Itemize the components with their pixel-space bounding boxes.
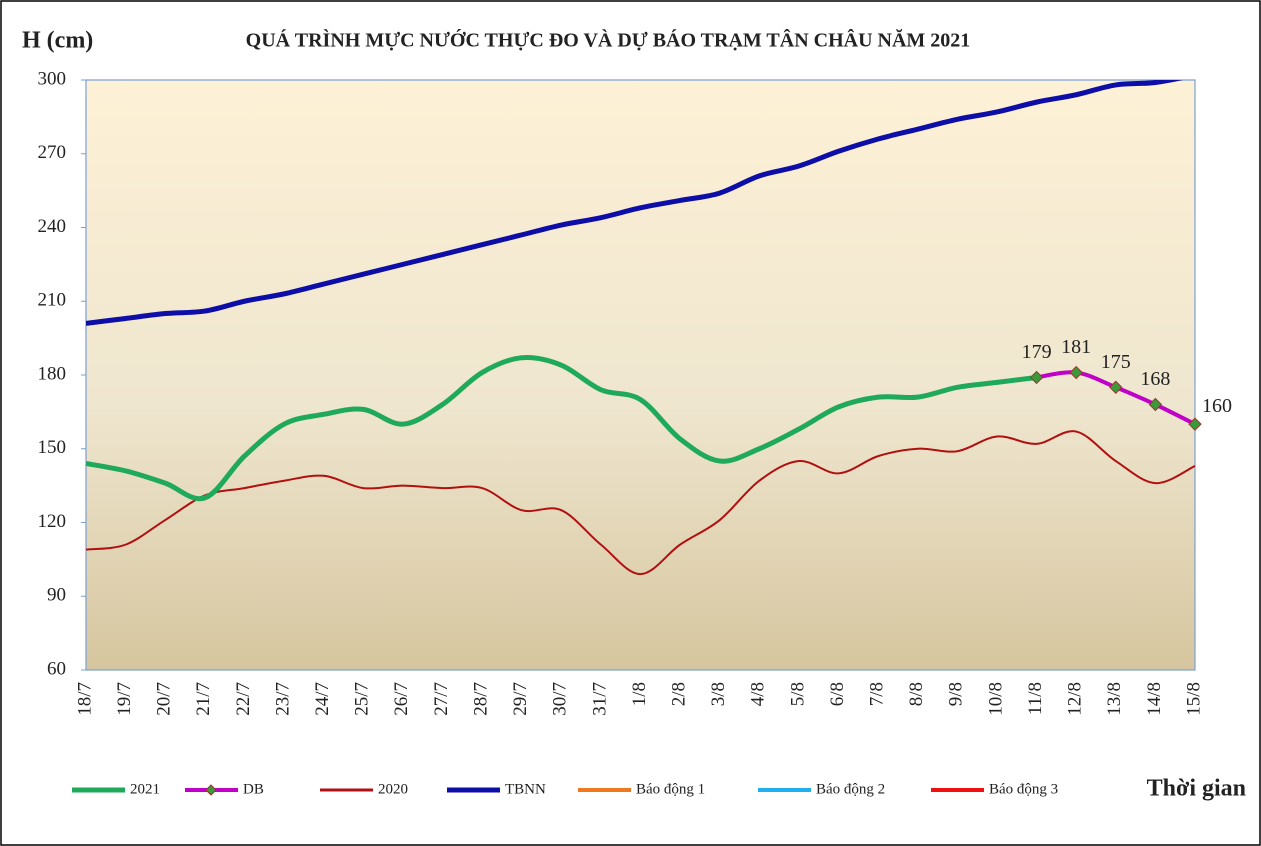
legend-label: Báo động 3 (989, 781, 1058, 797)
x-axis-title: Thời gian (1147, 776, 1246, 802)
y-tick-label: 210 (38, 290, 67, 311)
legend-label: TBNN (505, 781, 546, 797)
y-tick-label: 180 (38, 363, 67, 384)
x-tick-label: 22/7 (233, 682, 254, 716)
x-tick-label: 7/8 (867, 682, 888, 706)
x-tick-label: 30/7 (550, 682, 571, 716)
data-label: 181 (1061, 336, 1091, 358)
x-tick-label: 27/7 (431, 682, 452, 716)
x-tick-label: 3/8 (708, 682, 729, 706)
x-tick-label: 20/7 (154, 682, 175, 716)
legend-marker (205, 784, 217, 796)
x-tick-label: 23/7 (272, 682, 293, 716)
series-line (86, 355, 1037, 502)
x-tick-label: 29/7 (510, 682, 531, 716)
x-tick-label: 8/8 (906, 682, 927, 706)
y-tick-label: 90 (47, 585, 66, 606)
series-line (86, 430, 1195, 576)
x-tick-label: 31/7 (589, 682, 610, 716)
legend-label: 2021 (130, 781, 160, 797)
data-label: 179 (1022, 341, 1052, 363)
x-tick-label: 28/7 (470, 682, 491, 716)
plot-area (85, 79, 1196, 671)
x-tick-label: 14/8 (1144, 682, 1165, 716)
legend-label: Báo động 1 (636, 781, 705, 797)
data-label: 160 (1202, 395, 1232, 417)
data-point (1188, 417, 1202, 431)
legend-label: Báo động 2 (816, 781, 885, 797)
x-tick-label: 19/7 (114, 682, 135, 716)
x-tick-label: 15/8 (1183, 682, 1204, 716)
x-tick-label: 25/7 (352, 682, 373, 716)
y-tick-label: 120 (38, 511, 67, 532)
y-tick-label: 60 (47, 658, 66, 679)
x-tick-label: 24/7 (312, 682, 333, 716)
y-tick-label: 270 (38, 142, 67, 163)
x-tick-label: 1/8 (629, 682, 650, 706)
data-label: 175 (1101, 351, 1131, 373)
legend-label: DB (243, 781, 264, 797)
y-axis-title: H (cm) (22, 28, 93, 54)
y-tick-label: 300 (38, 68, 67, 89)
x-tick-label: 13/8 (1104, 682, 1125, 716)
plot-lines (86, 80, 1195, 576)
data-label: 168 (1140, 368, 1170, 390)
x-tick-label: 11/8 (1025, 682, 1046, 715)
series-line (86, 80, 1184, 326)
x-tick-label: 21/7 (193, 682, 214, 716)
x-tick-label: 6/8 (827, 682, 848, 706)
x-tick-label: 18/7 (74, 682, 95, 716)
chart-title: QUÁ TRÌNH MỰC NƯỚC THỰC ĐO VÀ DỰ BÁO TRẠ… (246, 28, 971, 52)
x-tick-label: 4/8 (748, 682, 769, 706)
legend-label: 2020 (378, 781, 408, 797)
y-tick-label: 240 (38, 216, 67, 237)
x-tick-label: 12/8 (1065, 682, 1086, 716)
x-tick-label: 5/8 (787, 682, 808, 706)
data-point (1109, 380, 1123, 394)
x-tick-label: 26/7 (391, 682, 412, 716)
data-point (1029, 370, 1044, 385)
data-point (1069, 365, 1083, 380)
x-tick-label: 10/8 (985, 682, 1006, 716)
y-tick-label: 150 (38, 437, 67, 458)
data-point (1148, 397, 1163, 412)
x-tick-label: 9/8 (946, 682, 967, 706)
x-tick-label: 2/8 (668, 682, 689, 706)
